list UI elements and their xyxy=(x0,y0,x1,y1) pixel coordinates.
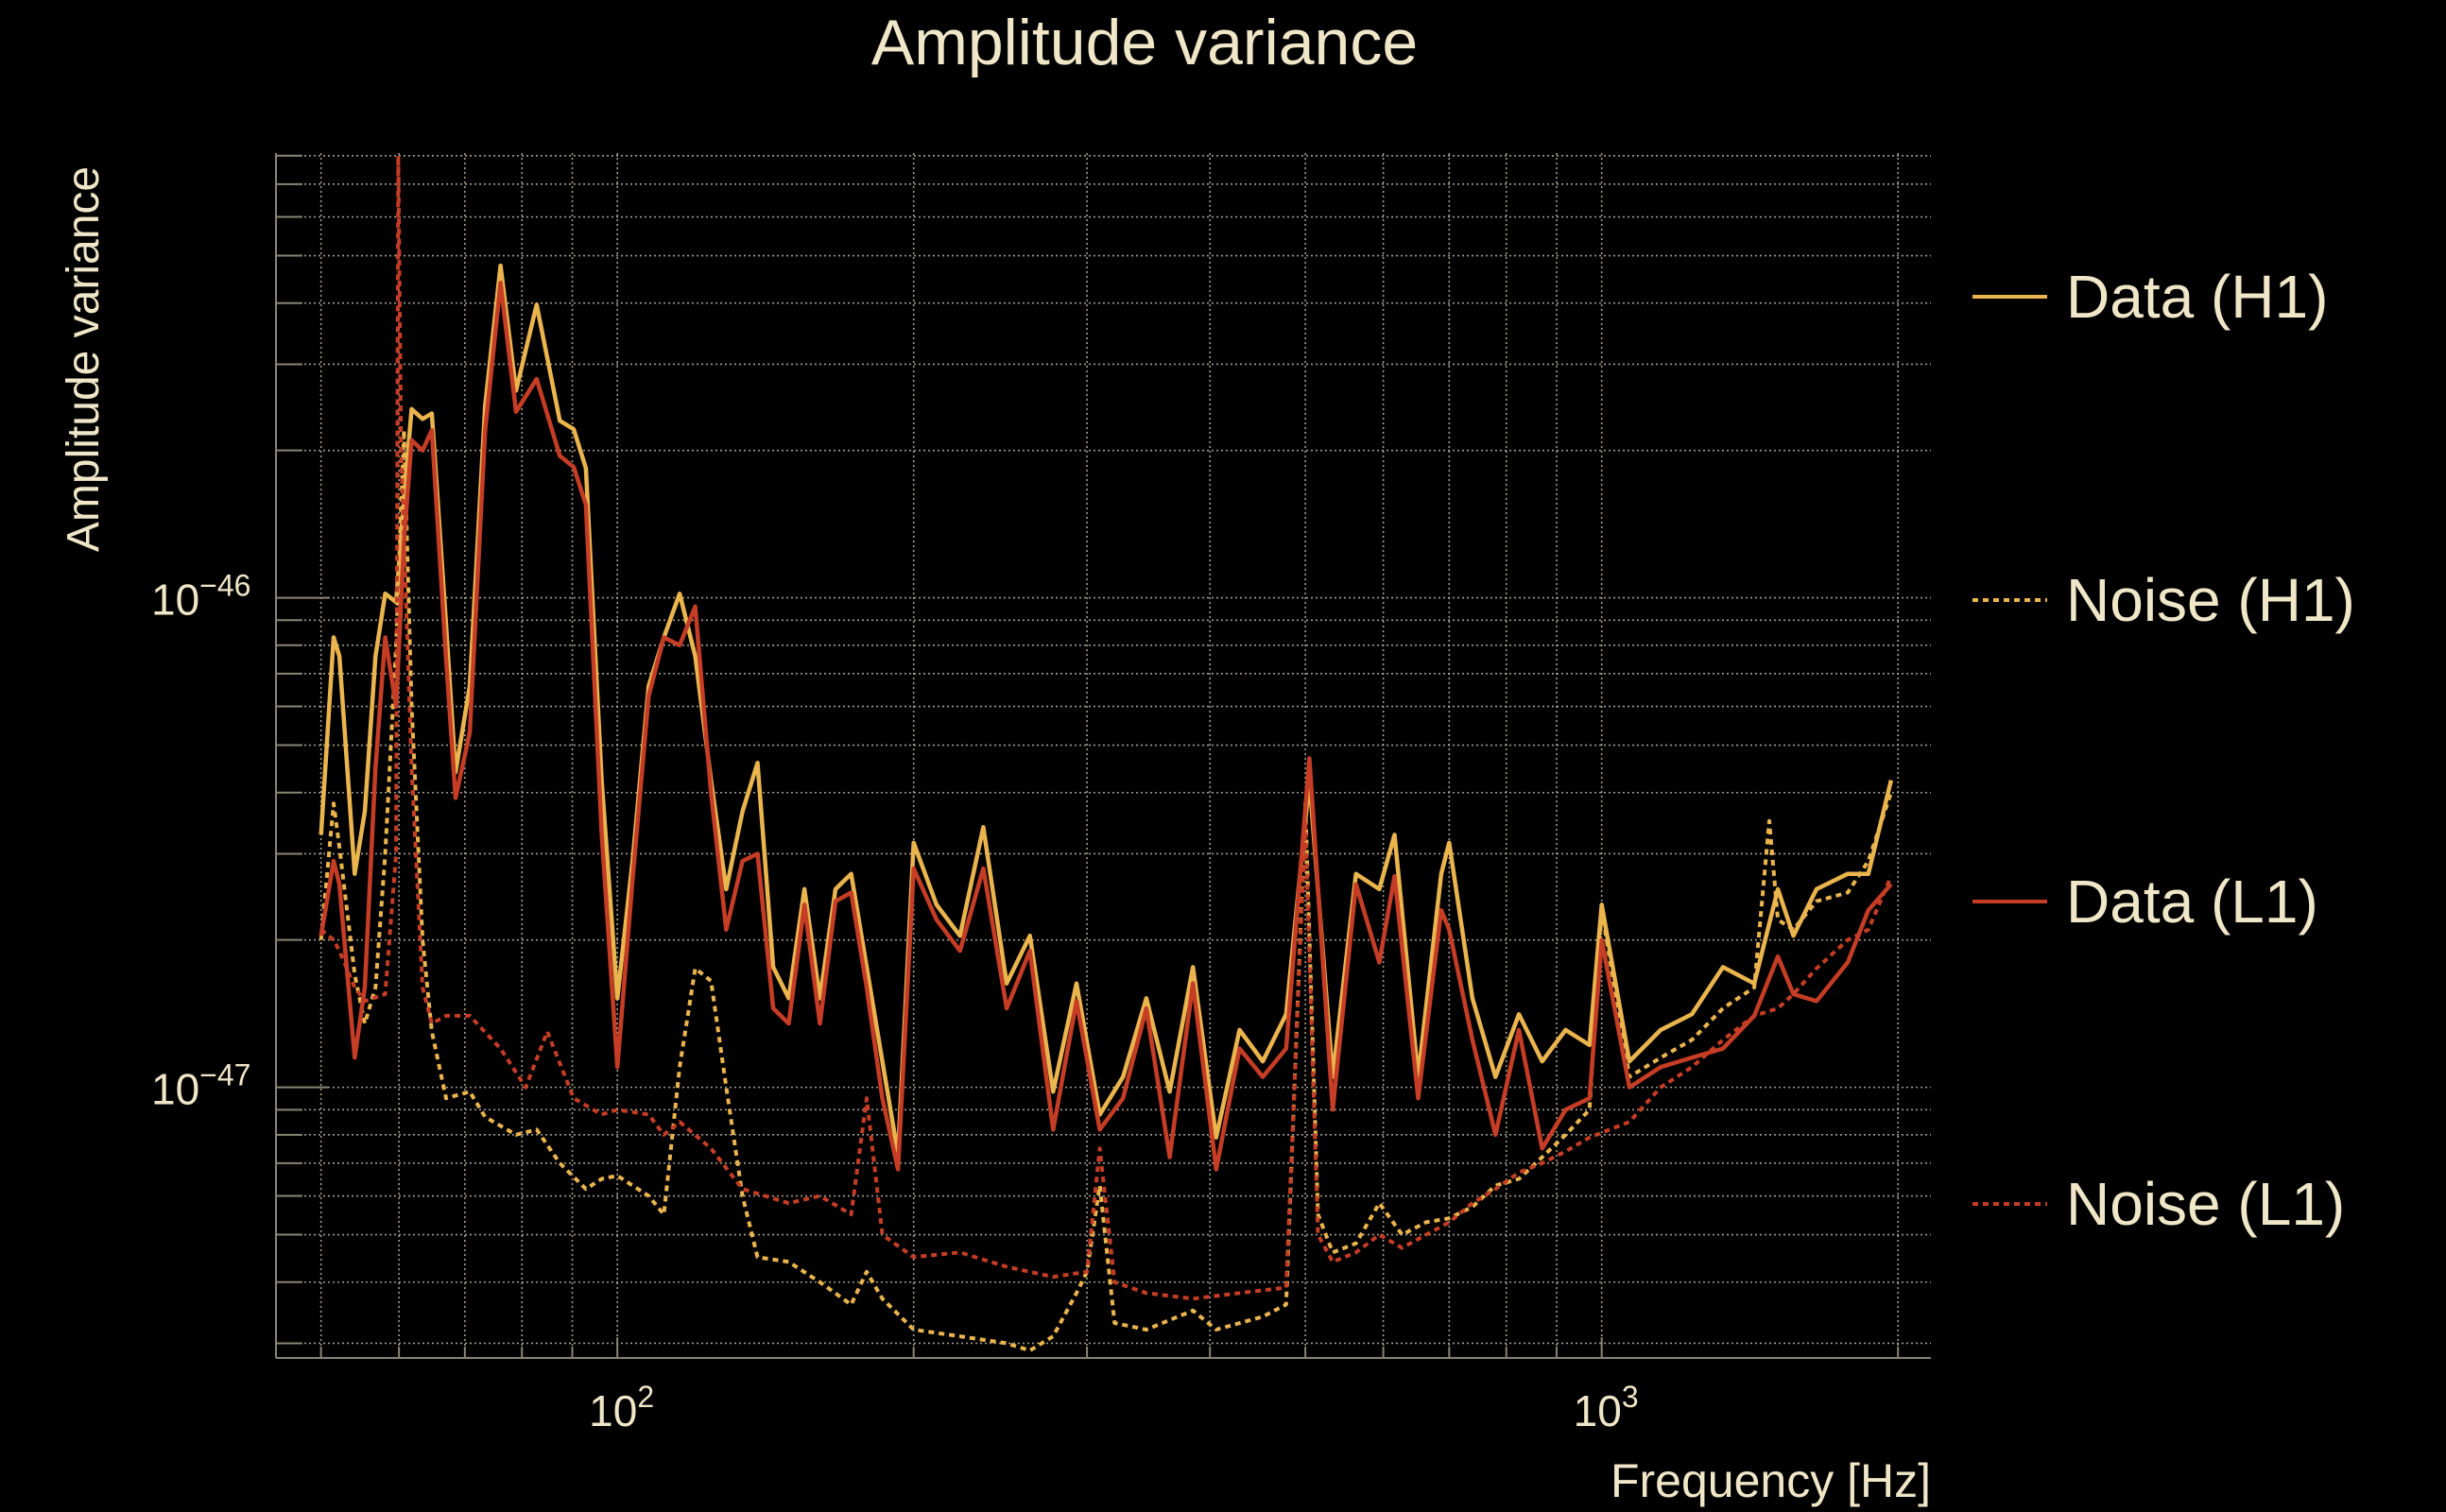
y-tick-label: 10−46 xyxy=(151,569,250,625)
axes xyxy=(275,153,1931,1359)
y-axis-label: Amplitude variance xyxy=(59,166,109,552)
legend-label: Noise (L1) xyxy=(2066,1170,2345,1238)
chart-title: Amplitude variance xyxy=(871,7,1418,78)
series-line-data-h1 xyxy=(319,263,1894,1157)
x-tick-label: 103 xyxy=(1574,1380,1639,1435)
series-lines xyxy=(319,153,1894,1353)
legend-label: Noise (H1) xyxy=(2066,566,2355,634)
x-tick-label-base: 10 xyxy=(589,1386,637,1435)
y-tick-label-base: 10 xyxy=(151,576,199,625)
x-tick-label-base: 10 xyxy=(1574,1386,1622,1435)
legend: Data (H1) Noise (H1) Data (L1) Noise (L1) xyxy=(1972,263,2355,1238)
series-line-noise-l1 xyxy=(319,153,1893,1301)
x-tick-label-exponent: 2 xyxy=(637,1380,654,1414)
x-tick-label-exponent: 3 xyxy=(1622,1380,1639,1414)
x-tick-label: 102 xyxy=(589,1380,654,1435)
x-axis-label: Frequency [Hz] xyxy=(1611,1454,1931,1507)
series-line-data-l1 xyxy=(319,281,1893,1172)
series-line-noise-h1 xyxy=(319,428,1893,1353)
y-tick-label: 10−47 xyxy=(151,1058,250,1114)
legend-label: Data (H1) xyxy=(2066,263,2328,331)
grid xyxy=(276,153,1931,1358)
y-tick-label-exponent: −47 xyxy=(199,1058,250,1092)
y-tick-label-exponent: −46 xyxy=(199,569,250,603)
y-tick-label-base: 10 xyxy=(151,1065,199,1114)
legend-label: Data (L1) xyxy=(2066,868,2318,936)
